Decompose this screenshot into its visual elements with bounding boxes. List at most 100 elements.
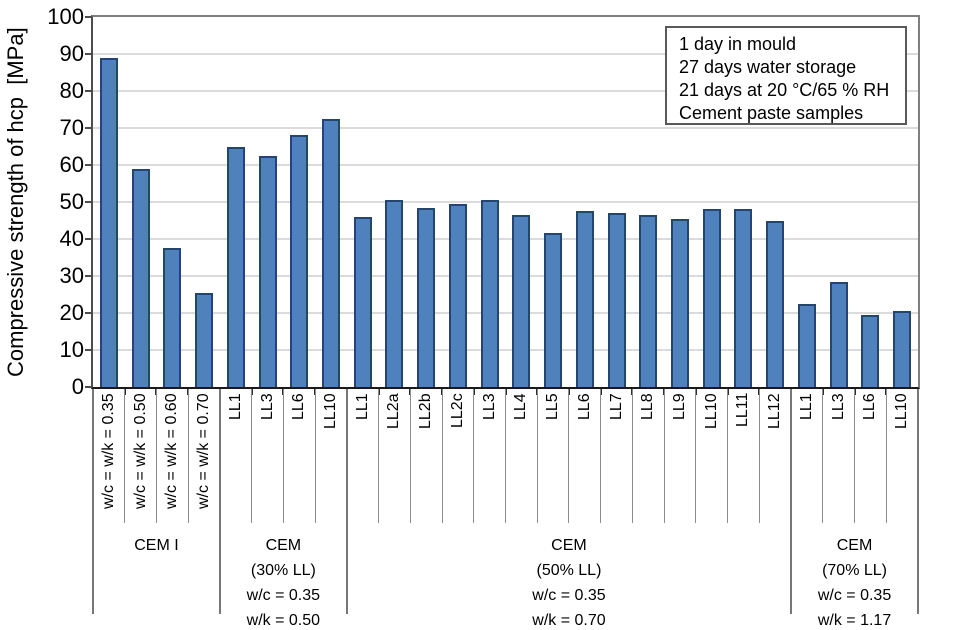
x-category-label: LL6 [575, 393, 593, 420]
y-tick-label: 30 [59, 263, 84, 288]
y-tick-mark [85, 201, 91, 203]
y-tick-label: 50 [59, 189, 84, 214]
y-tick-label: 0 [71, 374, 84, 399]
x-category-cell: LL10 [696, 393, 728, 523]
category-separator-line [663, 389, 665, 523]
legend-line: 1 day in mould [679, 34, 797, 54]
gridline [93, 127, 918, 129]
bar [131, 168, 150, 387]
y-tick-mark [85, 275, 91, 277]
x-category-cell: LL12 [759, 393, 791, 523]
x-category-label: LL6 [290, 393, 308, 420]
bar [226, 146, 245, 387]
gridline [93, 349, 918, 351]
x-category-cell: LL2b [410, 393, 442, 523]
y-tick-mark [85, 53, 91, 55]
bar [353, 216, 372, 387]
x-category-label: LL3 [480, 393, 498, 420]
x-group-label: CEM (70% LL) w/c = 0.35 w/k = 1.17 [791, 533, 918, 630]
bar [448, 203, 467, 387]
x-group-label: CEM (50% LL) w/c = 0.35 w/k = 0.70 [347, 533, 791, 630]
x-category-label: LL2a [385, 393, 403, 429]
x-group-label-line: CEM [836, 537, 873, 554]
x-category-cell: LL2a [379, 393, 411, 523]
y-tick-label: 80 [59, 78, 84, 103]
y-tick-label: 40 [59, 226, 84, 251]
y-tick-mark [85, 238, 91, 240]
x-category-cell: w/c = w/k = 0.60 [156, 393, 188, 523]
y-tick-mark [85, 349, 91, 351]
x-category-label: LL1 [353, 393, 371, 420]
group-separator-line [345, 389, 348, 614]
category-separator-line [758, 389, 760, 523]
x-category-label: LL1 [226, 393, 244, 420]
bar [639, 214, 658, 387]
category-separator-line [885, 389, 887, 523]
category-separator-line [822, 389, 824, 523]
gridline [93, 53, 918, 55]
bar [766, 220, 785, 387]
bar [829, 281, 848, 387]
x-category-cell: LL3 [474, 393, 506, 523]
x-category-label: LL4 [512, 393, 530, 420]
y-tick-label: 20 [59, 300, 84, 325]
bar [607, 213, 626, 387]
x-category-label: LL3 [829, 393, 847, 420]
y-tick-mark [85, 312, 91, 314]
legend-box: 1 day in mould 27 days water storage 21 … [665, 26, 907, 125]
y-axis-title: Compressive strength of hcp [MPa] [3, 27, 28, 377]
category-separator-line [378, 389, 380, 523]
x-category-cell: LL9 [664, 393, 696, 523]
bar [893, 311, 912, 387]
category-separator-line [568, 389, 570, 523]
x-category-label: LL6 [861, 393, 879, 420]
x-category-cell: LL4 [506, 393, 538, 523]
x-category-cell: LL3 [252, 393, 284, 523]
x-category-cell: LL1 [791, 393, 823, 523]
x-group-label-line: w/c = 0.35 [532, 587, 606, 604]
x-category-label: w/c = w/k = 0.60 [163, 393, 181, 509]
x-group-label: CEM I [93, 533, 220, 558]
category-separator-line [314, 389, 316, 523]
category-separator-line [631, 389, 633, 523]
category-separator-line [854, 389, 856, 523]
category-separator-line [155, 389, 157, 523]
x-category-label: LL10 [321, 393, 339, 429]
bar [163, 248, 182, 387]
group-separator-line [218, 389, 221, 614]
y-tick-mark [85, 16, 91, 18]
bar [417, 207, 436, 387]
y-tick-label: 70 [59, 115, 84, 140]
x-category-label: LL7 [607, 393, 625, 420]
bar [480, 200, 499, 387]
category-separator-line [124, 389, 126, 523]
x-group-label-line: CEM I [134, 537, 179, 554]
x-group-label-line: w/k = 0.50 [246, 612, 321, 629]
x-group-label-line: CEM [265, 537, 302, 554]
category-separator-line [409, 389, 411, 523]
gridline [93, 312, 918, 314]
x-category-cell: LL3 [823, 393, 855, 523]
x-group-label-line: (30% LL) [250, 562, 316, 579]
x-category-cell: LL8 [632, 393, 664, 523]
x-group-label-line: w/c = 0.35 [246, 587, 321, 604]
bar [512, 214, 531, 387]
y-tick-mark [85, 164, 91, 166]
y-tick-mark [85, 90, 91, 92]
category-separator-line [505, 389, 506, 523]
x-group-label: CEM (30% LL) w/c = 0.35 w/k = 0.50 [220, 533, 347, 630]
x-category-label: LL5 [544, 393, 562, 420]
bar [861, 314, 880, 387]
x-category-cell: LL5 [537, 393, 569, 523]
group-separator-line [92, 389, 94, 614]
x-category-label: LL1 [797, 393, 815, 420]
group-separator-line [917, 389, 919, 614]
x-category-label: w/c = w/k = 0.50 [131, 393, 149, 509]
x-group-label-line: CEM [551, 537, 587, 554]
category-separator-line [473, 389, 475, 523]
gridline [93, 275, 918, 277]
y-tick-mark [85, 386, 91, 388]
gridline [93, 90, 918, 92]
bar [290, 135, 309, 387]
x-group-label-line: (50% LL) [536, 562, 602, 579]
